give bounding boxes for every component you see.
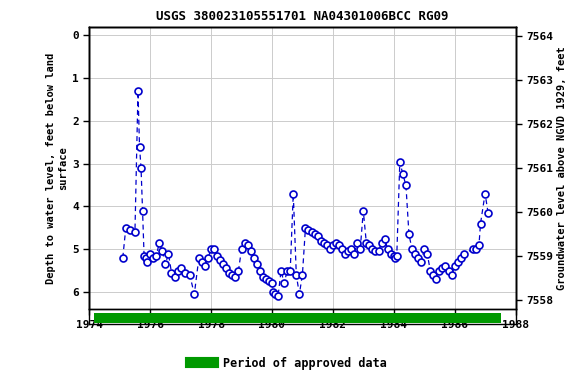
Bar	[93, 313, 501, 323]
Y-axis label: Depth to water level, feet below land
surface: Depth to water level, feet below land su…	[46, 52, 68, 284]
Y-axis label: Groundwater level above NGVD 1929, feet: Groundwater level above NGVD 1929, feet	[557, 46, 567, 290]
Title: USGS 380023105551701 NA04301006BCC RG09: USGS 380023105551701 NA04301006BCC RG09	[156, 10, 449, 23]
Legend: Period of approved data: Period of approved data	[185, 352, 391, 374]
